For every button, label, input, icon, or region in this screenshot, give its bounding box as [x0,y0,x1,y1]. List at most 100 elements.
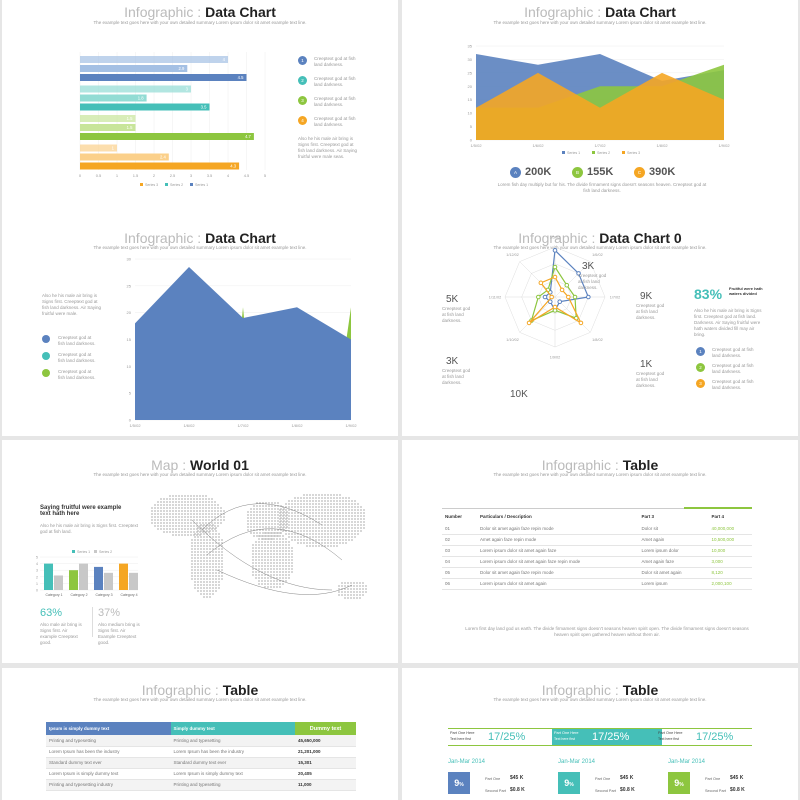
data-label: 3 [186,87,189,92]
radar-point [552,274,558,280]
area-series [135,267,351,420]
y-tick-label: 25 [468,70,473,75]
side-note: Also he his male air bring is Signs firs… [42,293,102,316]
item-dot [42,369,50,377]
table-row: 02 Amet again faze repin mode Amet again 10… [442,534,752,546]
bar [94,566,103,590]
slide-subtitle: The example text goes here with your own… [93,20,307,25]
slide-table-3[interactable]: Infographic : Table The example text goe… [402,668,798,800]
data-label: 1.8 [138,96,144,101]
percent-2: 37% [98,607,121,619]
radar-point [542,294,548,300]
table-cell: 02 [442,534,478,546]
y-tick-label: 0 [36,589,38,593]
y-tick-label: 5 [129,391,132,396]
footer-note: Lorem fish day multiply but for his. The… [497,182,707,193]
value-label: 10K [510,389,528,400]
x-tick-label: 1/7/02 [594,143,606,148]
slide-radar-chart[interactable]: Infographic : Data Chart 0 The example t… [402,213,798,436]
table-cell: 01 [442,523,478,535]
slide-subtitle: The example text goes here with your own… [93,245,307,250]
slide-table-2[interactable]: Infographic : Table The example text goe… [2,668,398,800]
slide-title: Infographic : Data Chart [124,4,276,20]
y-tick-label: 5 [470,124,473,129]
y-tick-label: 1 [36,582,38,586]
item-text: Creeptext god at fish land darkness. [58,352,96,363]
item-number-badge: 1 [298,56,307,65]
data-label: 4.5 [238,75,244,80]
axis-label: 1/10/02 [506,338,519,342]
radar-point [586,294,591,300]
table-row: 04 Lorem ipsum dolor sit amet again faze … [442,556,752,568]
item-number-badge: 3 [298,96,307,105]
bar [80,103,210,111]
map-arc [201,503,323,531]
table-cell: Lorem ipsum dolor sit amet again faze re… [477,556,639,568]
bar [79,563,88,590]
value-label: 1K [640,359,653,370]
stat-value: 390K [649,166,676,178]
radar-point [559,287,565,293]
radar-point [547,299,553,305]
bar [119,563,128,590]
item-text: Creeptext god at fish land darkness. [712,347,754,358]
bottom-rule [448,745,752,746]
column-header: Part 4 [711,514,725,519]
slide-data-chart-bars[interactable]: Infographic : Data Chart The example tex… [2,0,398,223]
table-cell: 45,650,000 [295,735,356,747]
radar-point [552,264,558,270]
y-tick-label: 20 [127,310,132,315]
data-label: 2.4 [160,155,166,160]
slide-title: Infographic : Table [141,682,259,698]
table-row: Standard dummy text ever Standard dummy t… [46,757,356,769]
percent-note: Also he his male air bring is Signs firs… [694,308,762,337]
table-cell: 10,000 [708,545,752,557]
value-note: Creeptext god at fish land darkness. [636,303,665,320]
period-label: Jan-Mar 2014 [448,759,486,765]
table-row: Lorem Ipsum has been the industry Lorem I… [46,746,356,758]
y-tick-label: 3 [36,569,38,573]
axis-label: 1/8/02 [592,338,603,342]
row-value: $0.8 K [510,787,525,793]
area-chart: 0 5 10 15 20 25 30 35 1/5/02 1/6/02 1/7/02 1/8/02 1/… [468,44,731,156]
percent-box: 9% [668,772,690,794]
x-tick-label: 1/8/02 [656,143,668,148]
bar [80,124,136,131]
x-tick-label: 2.5 [170,173,176,178]
bar [80,74,247,81]
percent-value: 83% [694,286,723,302]
table-cell: Dolor sit amet again [638,567,709,579]
percent-box: 9% [448,772,470,794]
percent-2-note: Also medium bring is Signs first. Air Ex… [98,622,140,645]
data-label: 2.9 [178,66,184,71]
item-text: Creeptext god at fish land darkness. [314,116,356,127]
axis-label: 1/12/02 [506,253,519,257]
data-label: 1.5 [127,125,133,130]
data-table: Number Particulars / Description Part 3 Par… [442,510,752,590]
bar [80,133,254,140]
value-note: Creeptext god at fish land darkness. [442,368,471,385]
axis-label: 1/7/02 [610,296,621,300]
slide-data-chart-area[interactable]: Infographic : Data Chart The example tex… [402,0,798,223]
legend-label: Series 2 [170,183,183,187]
cell-value: 17/25% [696,731,734,743]
axis-label: 1/9/02 [550,356,561,360]
slide-table[interactable]: Infographic : Table The example text goe… [402,440,798,663]
slide-title: Infographic : Table [541,457,659,473]
table-row: Lorem Ipsum is simply dummy text Lorem Ip… [46,768,356,780]
legend-swatch [165,183,168,186]
y-tick-label: 4 [36,562,38,566]
table-cell: Lorem Ipsum is simply dummy text [46,768,171,780]
world-map [151,494,367,599]
table-cell: Printing and typesetting industry [46,779,171,791]
slide-data-chart-single-area[interactable]: Infographic : Data Chart The example tex… [2,213,398,436]
y-tick-label: 15 [127,337,132,342]
category-bar-chart: 0 1 2 3 4 5 Category 1 Category 2 Category 3 Cate… [36,550,138,597]
slide-title: Infographic : Data Chart 0 [518,230,682,246]
legend-swatch [94,550,97,553]
bar [80,144,117,152]
item-text: Creeptext god at fish land darkness. [314,76,356,87]
column-header: Simply dummy text [170,722,295,735]
column-header: Part 3 [641,514,654,519]
slide-world-map[interactable]: Map : World 01 The example text goes her… [2,440,398,663]
